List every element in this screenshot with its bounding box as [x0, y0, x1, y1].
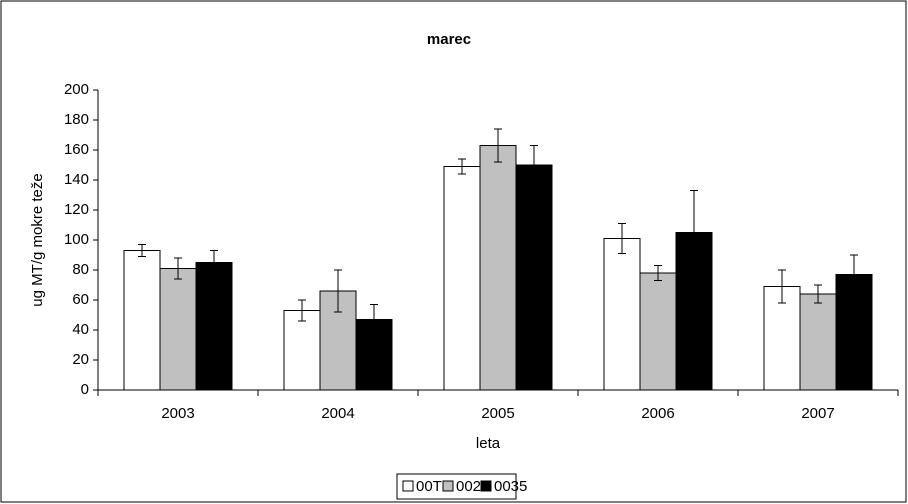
legend-swatch [480, 480, 492, 492]
error-bar [334, 269, 342, 313]
y-tick-label: 200 [64, 81, 89, 98]
error-bar [174, 257, 182, 280]
error-bar [778, 269, 786, 304]
bar [195, 262, 233, 391]
x-tick-label: 2006 [641, 405, 674, 422]
y-tick-label: 180 [64, 111, 89, 128]
error-bar [690, 190, 698, 275]
bar [603, 238, 641, 391]
error-bar [210, 250, 218, 275]
error-bar [814, 284, 822, 304]
x-tick-label: 2005 [481, 405, 514, 422]
y-tick-label: 140 [64, 171, 89, 188]
bar [799, 293, 837, 391]
error-bar [138, 244, 146, 257]
bar [159, 268, 197, 391]
bar [283, 310, 321, 391]
legend-label: 0035 [494, 478, 527, 495]
y-tick-label: 100 [64, 231, 89, 248]
y-axis-label: ug MT/g mokre teže [29, 173, 46, 306]
error-bar [850, 254, 858, 295]
error-bar [298, 299, 306, 322]
y-tick-label: 120 [64, 201, 89, 218]
error-bar [530, 145, 538, 185]
x-tick-label: 2004 [321, 405, 354, 422]
y-tick-label: 0 [81, 381, 89, 398]
x-axis-label: leta [476, 435, 501, 452]
chart-title: marec [427, 31, 471, 48]
legend-swatch [402, 480, 414, 492]
x-tick-label: 2003 [161, 405, 194, 422]
error-bar [618, 223, 626, 254]
x-tick-label: 2007 [801, 405, 834, 422]
error-bar [370, 304, 378, 335]
y-tick-label: 60 [72, 291, 89, 308]
y-tick-label: 20 [72, 351, 89, 368]
legend-box [396, 473, 517, 500]
y-tick-label: 40 [72, 321, 89, 338]
y-tick-label: 160 [64, 141, 89, 158]
bar [763, 286, 801, 391]
bar [443, 166, 481, 391]
bar [123, 250, 161, 391]
error-bar [654, 265, 662, 281]
bar [479, 145, 517, 391]
error-bar [494, 128, 502, 163]
legend-swatch [442, 480, 454, 492]
error-bar [458, 158, 466, 175]
y-tick-label: 80 [72, 261, 89, 278]
bar [515, 164, 553, 391]
bar [639, 272, 677, 391]
